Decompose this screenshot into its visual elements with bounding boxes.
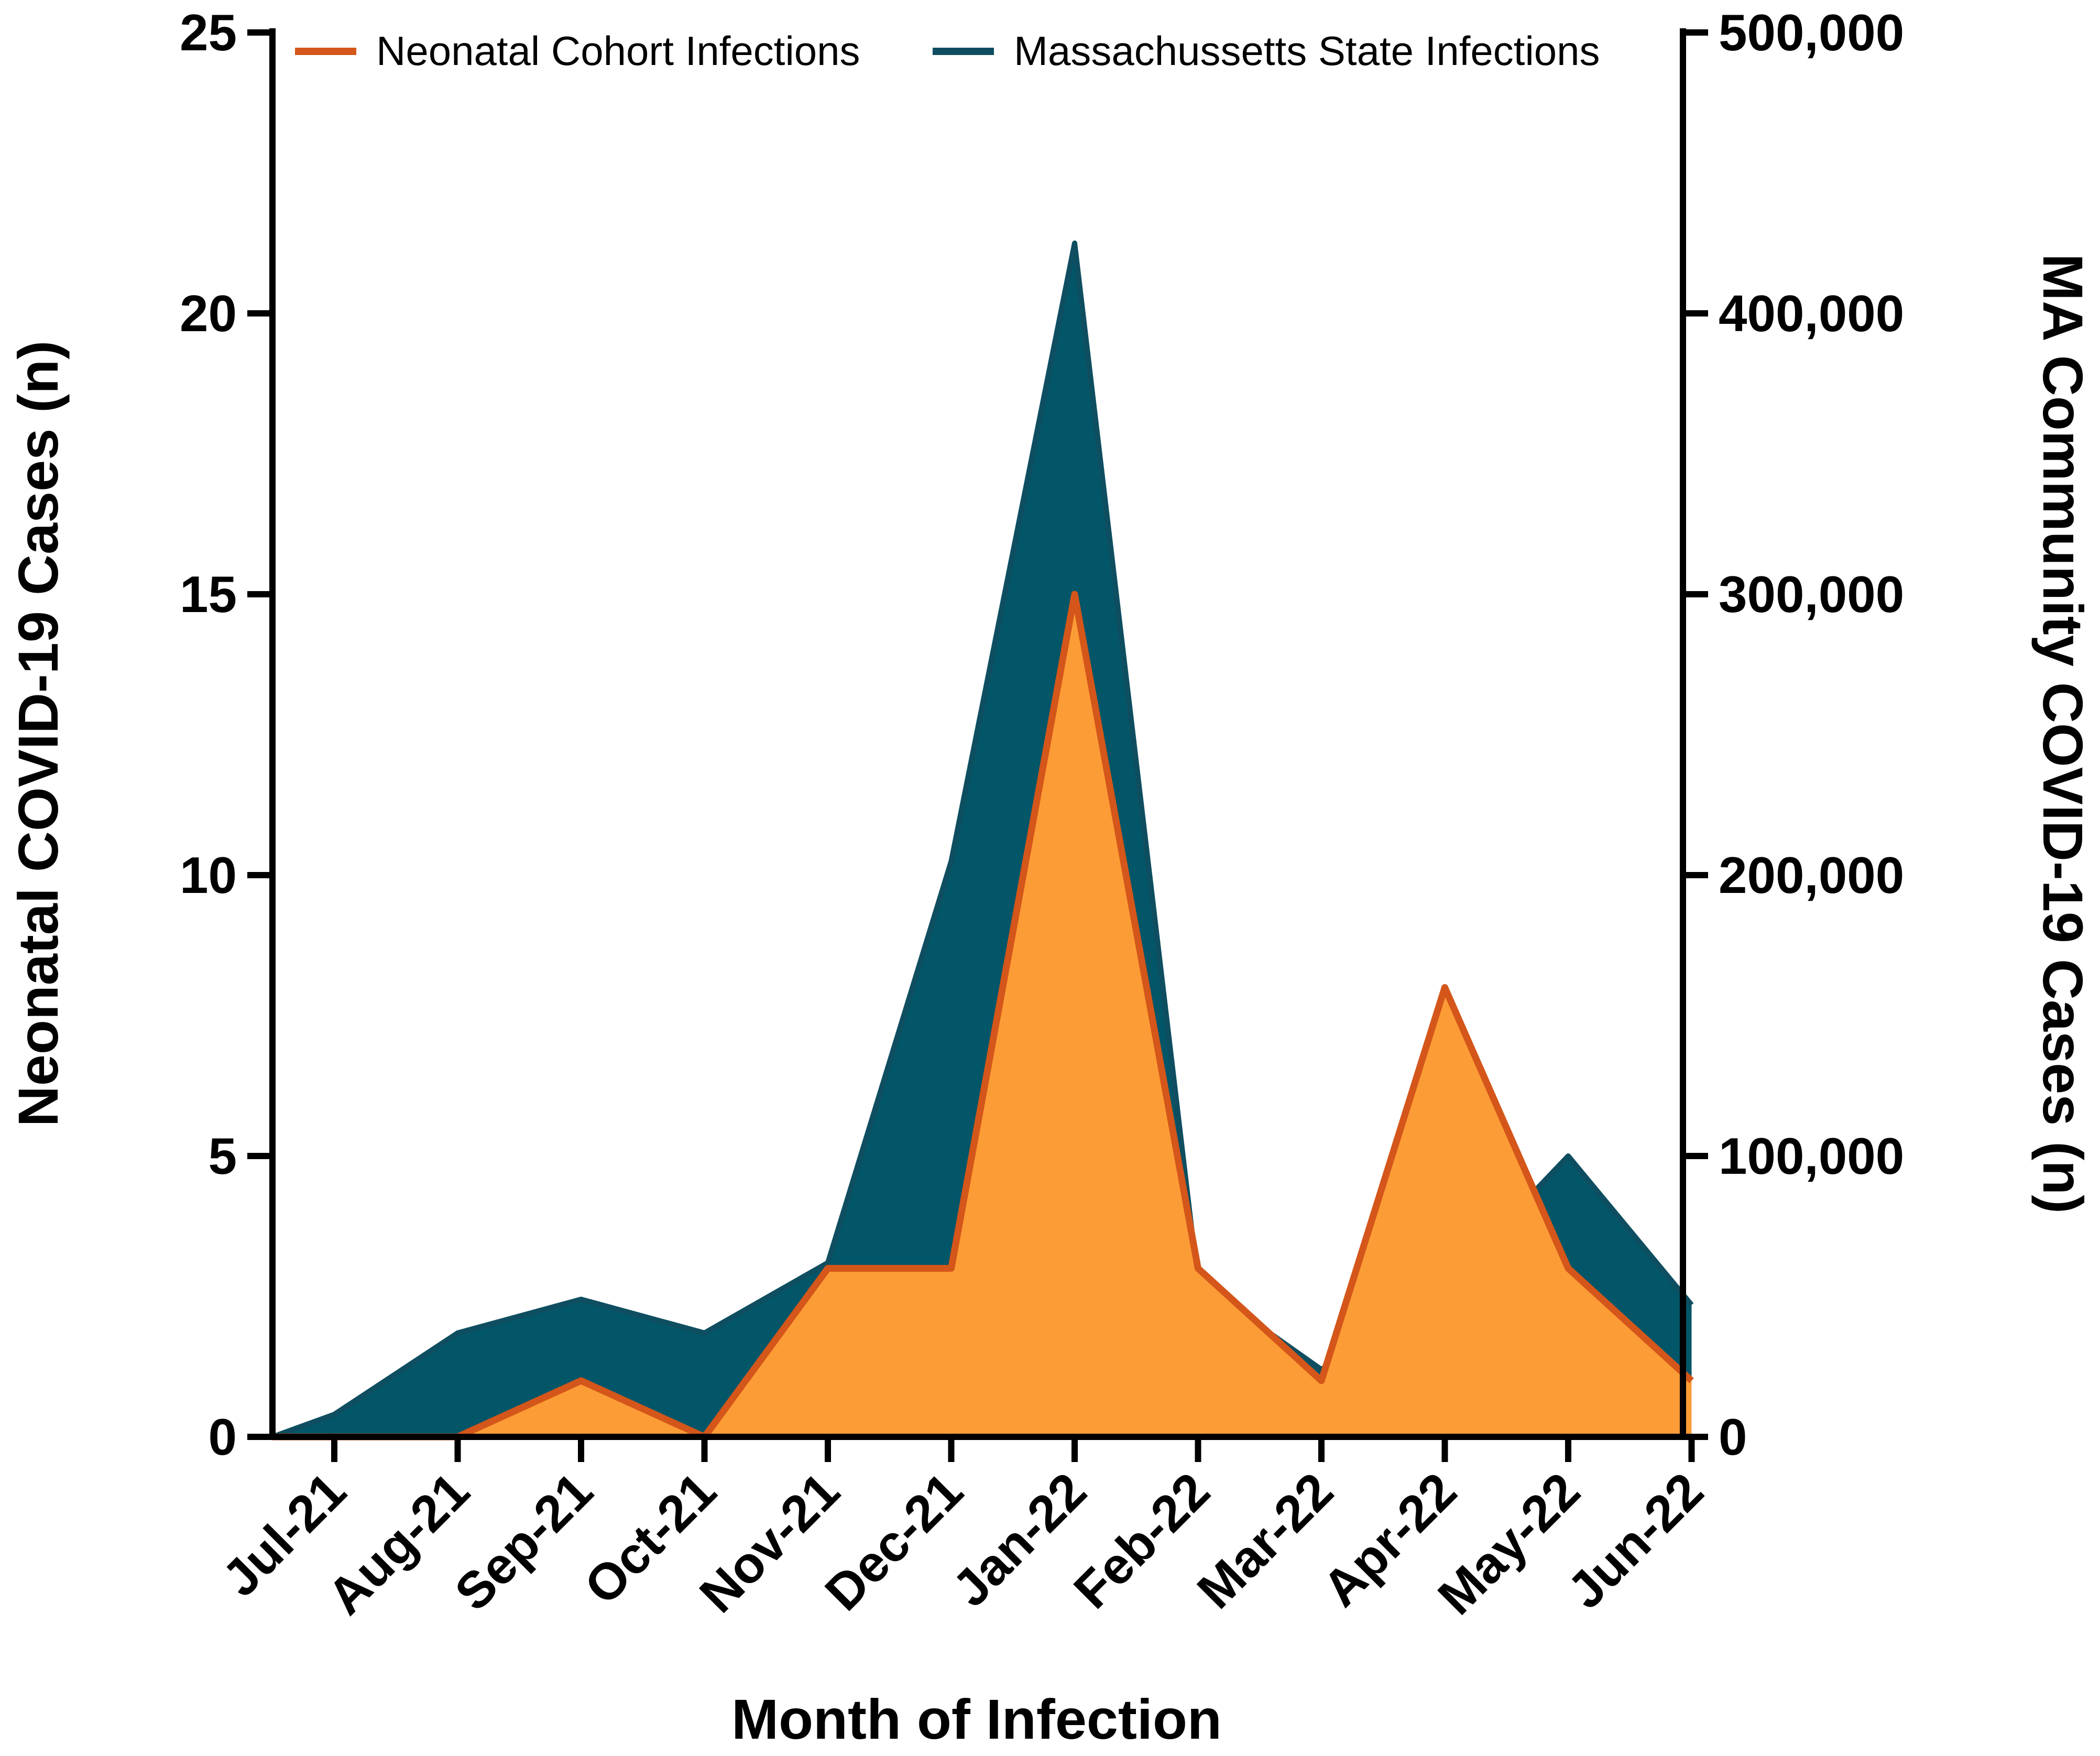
left-tick-label: 20 (180, 285, 237, 342)
left-tick-label: 25 (180, 4, 237, 61)
right-axis-title: MA Community COVID-19 Cases (n) (2031, 254, 2095, 1214)
neonatal-area (272, 594, 1692, 1437)
left-axis-title: Neonatal COVID-19 Cases (n) (6, 341, 70, 1127)
right-tick-label: 200,000 (1719, 846, 1904, 904)
right-tick-label: 500,000 (1719, 4, 1904, 61)
left-tick-label: 5 (208, 1127, 237, 1185)
left-tick-label: 15 (180, 565, 237, 623)
right-tick-label: 300,000 (1719, 565, 1904, 623)
legend-label-state: Massachussetts State Infections (1014, 28, 1600, 74)
left-tick-label: 10 (180, 846, 237, 904)
left-tick-label: 0 (208, 1408, 237, 1466)
right-tick-label: 100,000 (1719, 1127, 1904, 1185)
x-axis-title: Month of Infection (731, 1687, 1222, 1751)
legend: Neonatal Cohort Infections Massachussett… (295, 28, 1600, 74)
state-area (272, 243, 1692, 1437)
right-tick-label: 400,000 (1719, 285, 1904, 342)
right-tick-label: 0 (1719, 1408, 1747, 1466)
legend-label-neonatal: Neonatal Cohort Infections (376, 28, 860, 74)
